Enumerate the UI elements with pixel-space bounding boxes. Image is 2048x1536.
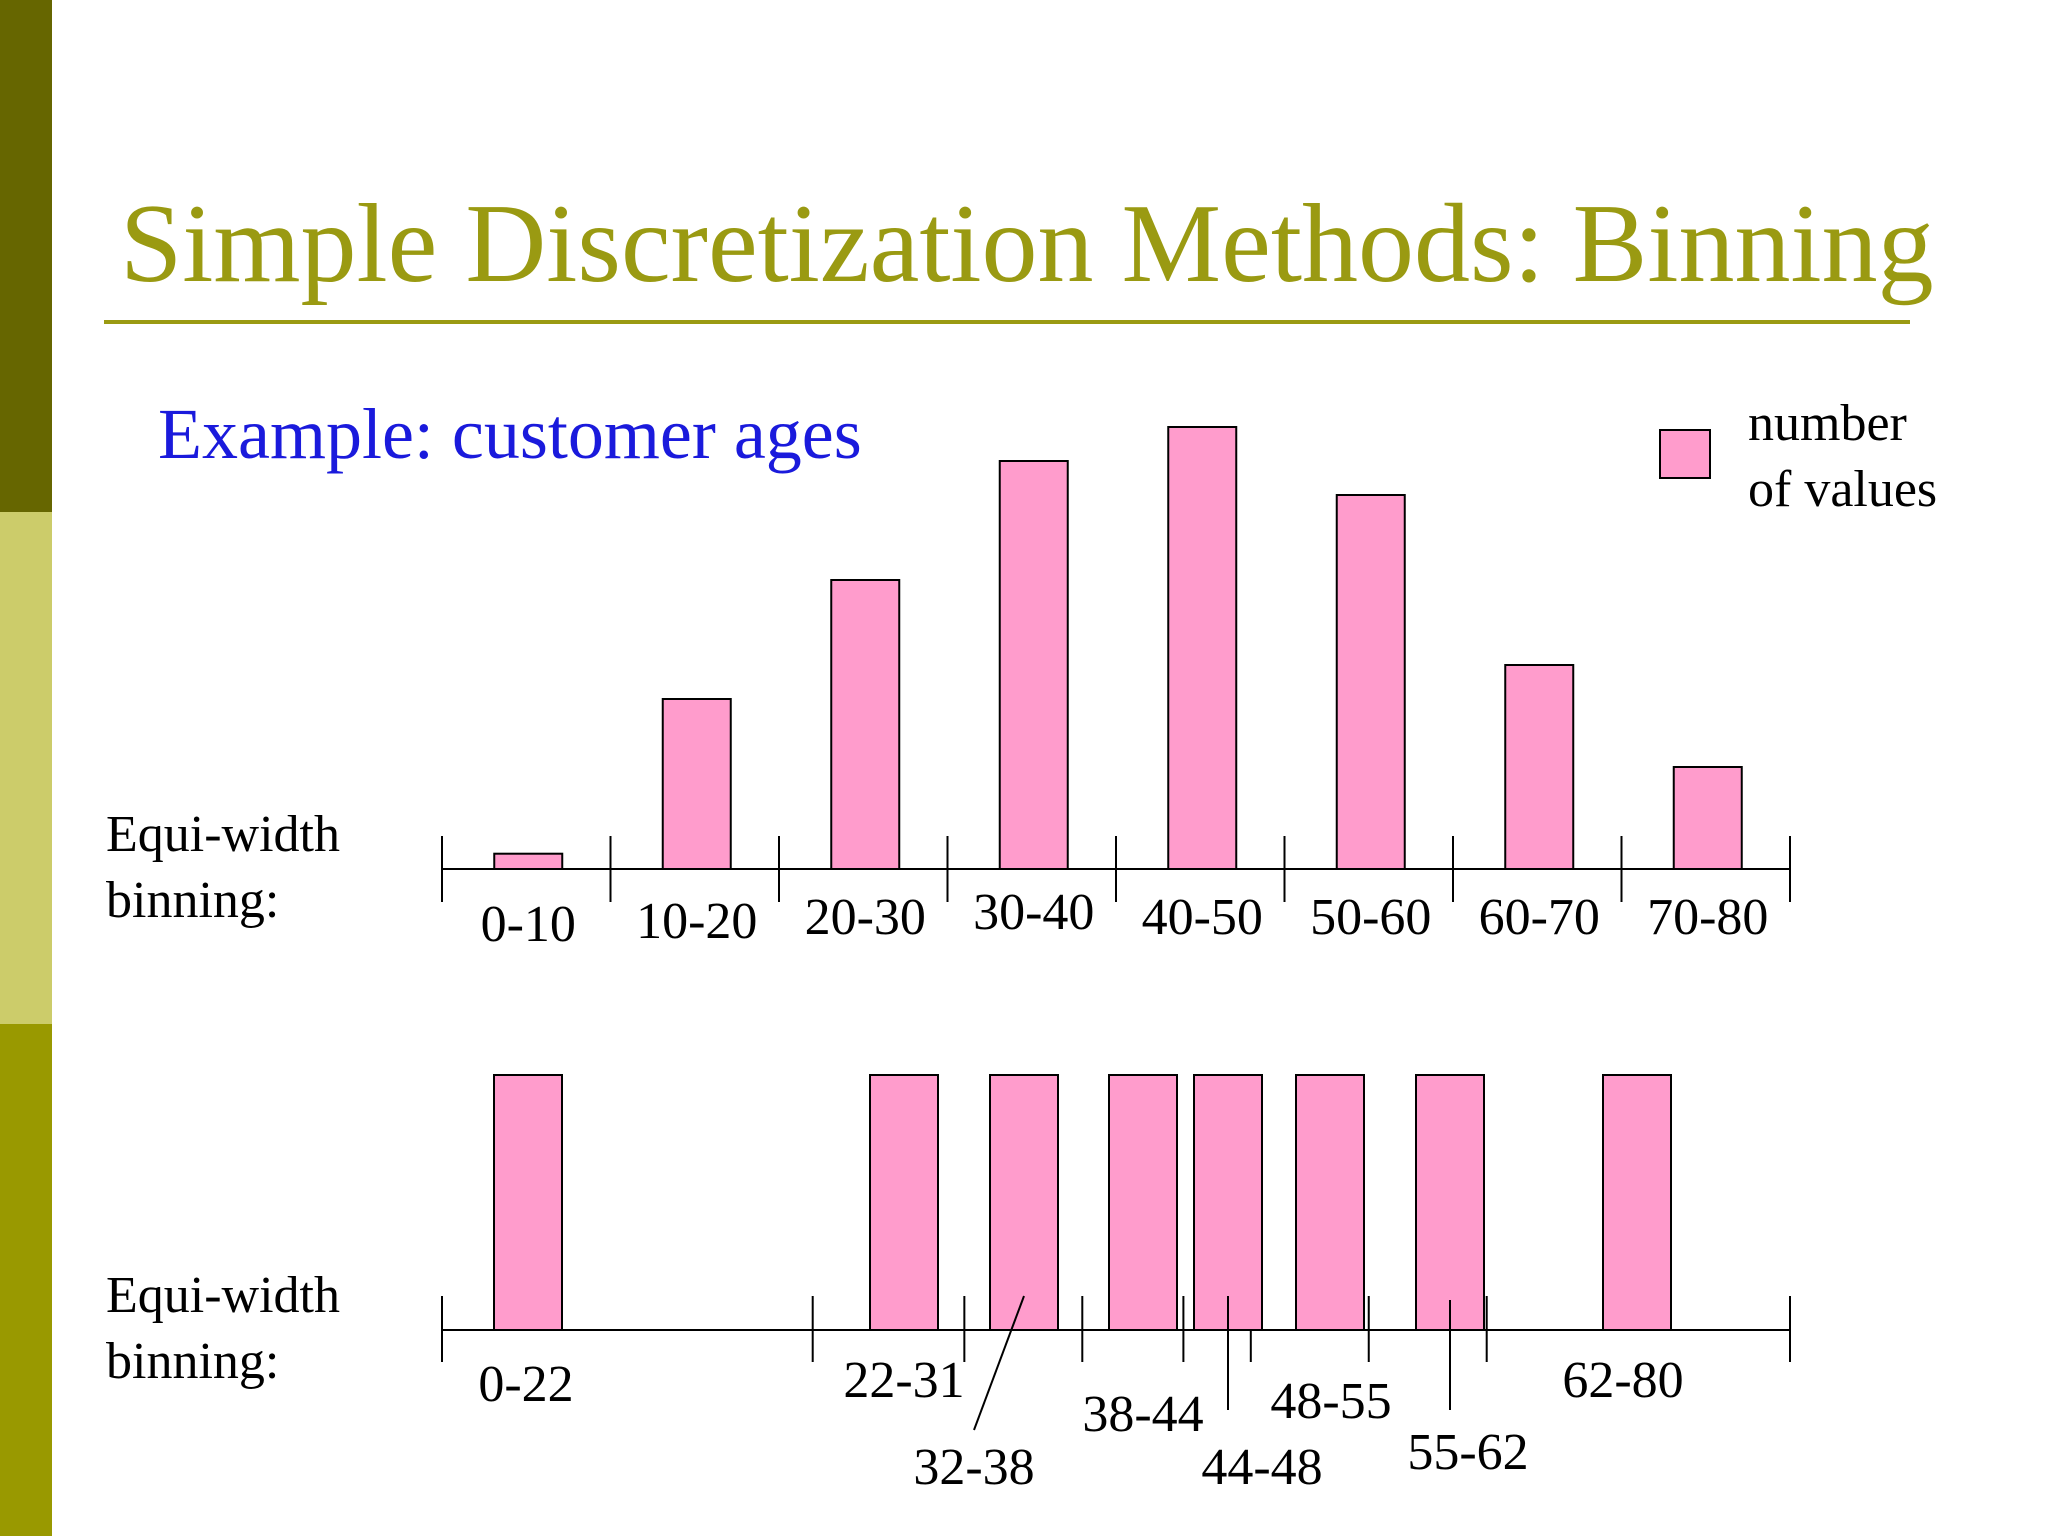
- tick-label: 38-44: [1082, 1386, 1203, 1443]
- tick-label: 48-55: [1270, 1373, 1391, 1430]
- bar: [989, 1074, 1059, 1331]
- row-label: binning:: [106, 872, 279, 929]
- tick-label: 55-62: [1407, 1424, 1528, 1481]
- tick-label: 0-10: [481, 896, 576, 953]
- bar: [493, 1074, 563, 1331]
- tick-label: 22-31: [843, 1352, 964, 1409]
- title-underline: [104, 320, 1910, 324]
- tick-label: 32-38: [913, 1439, 1034, 1496]
- legend-label: of values: [1748, 461, 1937, 518]
- bar: [869, 1074, 939, 1331]
- legend-label: number: [1748, 395, 1907, 452]
- tick-label: 20-30: [805, 889, 926, 946]
- bar: [1672, 766, 1743, 870]
- page-title: Simple Discretization Methods: Binning: [120, 182, 1934, 306]
- bar: [830, 579, 901, 870]
- sidebar-decoration: [0, 0, 52, 1536]
- bar: [998, 460, 1069, 870]
- tick-label: 0-22: [478, 1356, 573, 1413]
- row-label: Equi-width: [106, 806, 340, 863]
- row-label: binning:: [106, 1333, 279, 1390]
- bar: [1415, 1074, 1485, 1331]
- bar: [493, 852, 564, 871]
- bar: [1335, 494, 1406, 870]
- tick-label: 10-20: [636, 893, 757, 950]
- bar: [1602, 1074, 1672, 1331]
- bar: [1295, 1074, 1365, 1331]
- tick-label: 50-60: [1310, 889, 1431, 946]
- tick-label: 60-70: [1479, 889, 1600, 946]
- label-leader-line: [973, 1295, 1025, 1431]
- bar: [1167, 426, 1238, 870]
- bar: [1504, 664, 1575, 870]
- legend-swatch: [1659, 429, 1711, 479]
- bar: [1193, 1074, 1263, 1331]
- bar: [661, 698, 732, 870]
- tick-label: 62-80: [1562, 1352, 1683, 1409]
- tick-label: 40-50: [1142, 889, 1263, 946]
- tick-label: 70-80: [1647, 889, 1768, 946]
- row-label: Equi-width: [106, 1267, 340, 1324]
- sidebar-segment-mid: [0, 1024, 52, 1536]
- bar: [1108, 1074, 1178, 1331]
- sidebar-segment-light: [0, 512, 52, 1024]
- tick-label: 44-48: [1201, 1439, 1322, 1496]
- slide-subtitle: Example: customer ages: [158, 394, 862, 474]
- tick-label: 30-40: [973, 884, 1094, 941]
- sidebar-segment-dark: [0, 0, 52, 512]
